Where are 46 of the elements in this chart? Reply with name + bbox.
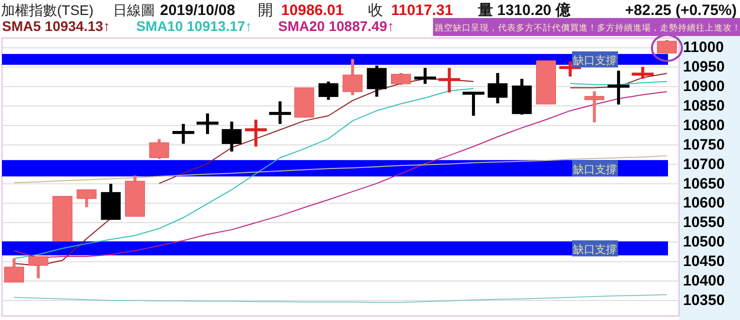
- band-label: 缺口支撐: [573, 242, 617, 256]
- text: SMA20 10887.49↑: [278, 18, 394, 34]
- y-tick-label: 10750: [683, 136, 725, 154]
- candlestick: [318, 82, 338, 100]
- y-tick-label: 10900: [683, 78, 725, 96]
- candlestick: [584, 91, 604, 122]
- candlestick: [462, 92, 484, 116]
- y-tick-label: 11000: [683, 39, 724, 56]
- candlestick: [366, 66, 387, 97]
- text: SMA10 10913.17↑: [136, 18, 252, 34]
- band-label: 缺口支撐: [573, 162, 617, 176]
- text: 量 1310.20 億: [477, 2, 572, 19]
- candlestick: [28, 256, 48, 278]
- text: +82.25 (+0.75%): [625, 2, 737, 19]
- y-tick-label: 10800: [683, 116, 725, 134]
- y-tick-label: 10650: [683, 175, 725, 192]
- band-label: 缺口支撐: [573, 54, 617, 67]
- y-tick-label: 10850: [683, 98, 725, 115]
- y-tick-label: 10550: [683, 214, 725, 232]
- chart-title: 加權指數(TSE): [1, 2, 94, 18]
- candlestick: [4, 258, 24, 282]
- candlestick: [269, 101, 291, 124]
- candlestick: [608, 70, 630, 104]
- line-series: [14, 294, 668, 303]
- text: SMA5 10934.13↑: [2, 18, 110, 34]
- text: 收 11017.31: [368, 2, 453, 19]
- candlestick: [342, 58, 363, 96]
- y-tick-label: 10500: [683, 234, 725, 251]
- y-tick-label: 10400: [683, 272, 725, 290]
- candlestick: [196, 113, 218, 134]
- candlestick: [656, 40, 677, 54]
- chart-subtitle: 日線圖: [113, 2, 155, 18]
- y-tick-label: 10700: [683, 156, 725, 173]
- candlestick: [391, 72, 411, 86]
- candlestick: [488, 72, 508, 104]
- y-tick-label: 10950: [683, 58, 725, 76]
- text: 2019/10/08: [160, 2, 236, 19]
- candlestick: [149, 139, 170, 159]
- candlestick: [222, 122, 242, 152]
- candlestick: [76, 189, 97, 208]
- y-tick-label: 10350: [683, 292, 725, 309]
- text: 開 10986.01: [258, 2, 344, 19]
- line-series: [14, 155, 668, 184]
- y-tick-label: 10600: [683, 194, 725, 212]
- y-tick-label: 10450: [683, 253, 725, 270]
- text: 跳空缺口呈現，代表多方不計代價買進！多方持續進場，走勢持續往上進攻！: [435, 22, 740, 32]
